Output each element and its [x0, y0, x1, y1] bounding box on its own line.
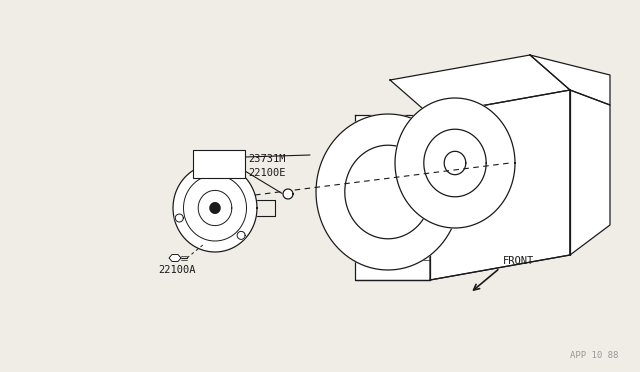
Polygon shape: [395, 98, 515, 228]
Polygon shape: [221, 167, 228, 174]
Text: 23731M: 23731M: [248, 154, 285, 164]
Text: APP 10 88: APP 10 88: [570, 350, 618, 359]
Polygon shape: [283, 189, 293, 199]
Polygon shape: [430, 90, 570, 280]
Polygon shape: [444, 151, 466, 175]
Text: FRONT: FRONT: [503, 256, 534, 266]
Polygon shape: [175, 214, 183, 222]
Text: 22100E: 22100E: [248, 168, 285, 178]
Polygon shape: [530, 55, 610, 105]
Polygon shape: [316, 114, 460, 270]
Polygon shape: [169, 254, 181, 262]
Polygon shape: [390, 55, 570, 115]
Polygon shape: [173, 164, 257, 252]
Polygon shape: [355, 115, 430, 280]
Polygon shape: [210, 203, 220, 213]
Polygon shape: [237, 231, 245, 239]
Text: 22100A: 22100A: [158, 265, 195, 275]
Polygon shape: [570, 90, 610, 255]
Bar: [193, 150, 245, 178]
